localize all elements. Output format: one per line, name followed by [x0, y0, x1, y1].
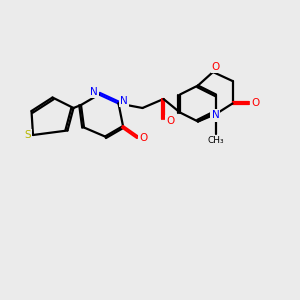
Text: N: N [212, 110, 219, 121]
Text: O: O [166, 116, 174, 126]
Text: O: O [212, 61, 220, 72]
Text: N: N [120, 95, 128, 106]
Text: CH₃: CH₃ [208, 136, 224, 145]
Text: S: S [24, 130, 31, 140]
Text: O: O [139, 133, 148, 143]
Text: O: O [251, 98, 259, 109]
Text: N: N [90, 86, 98, 97]
